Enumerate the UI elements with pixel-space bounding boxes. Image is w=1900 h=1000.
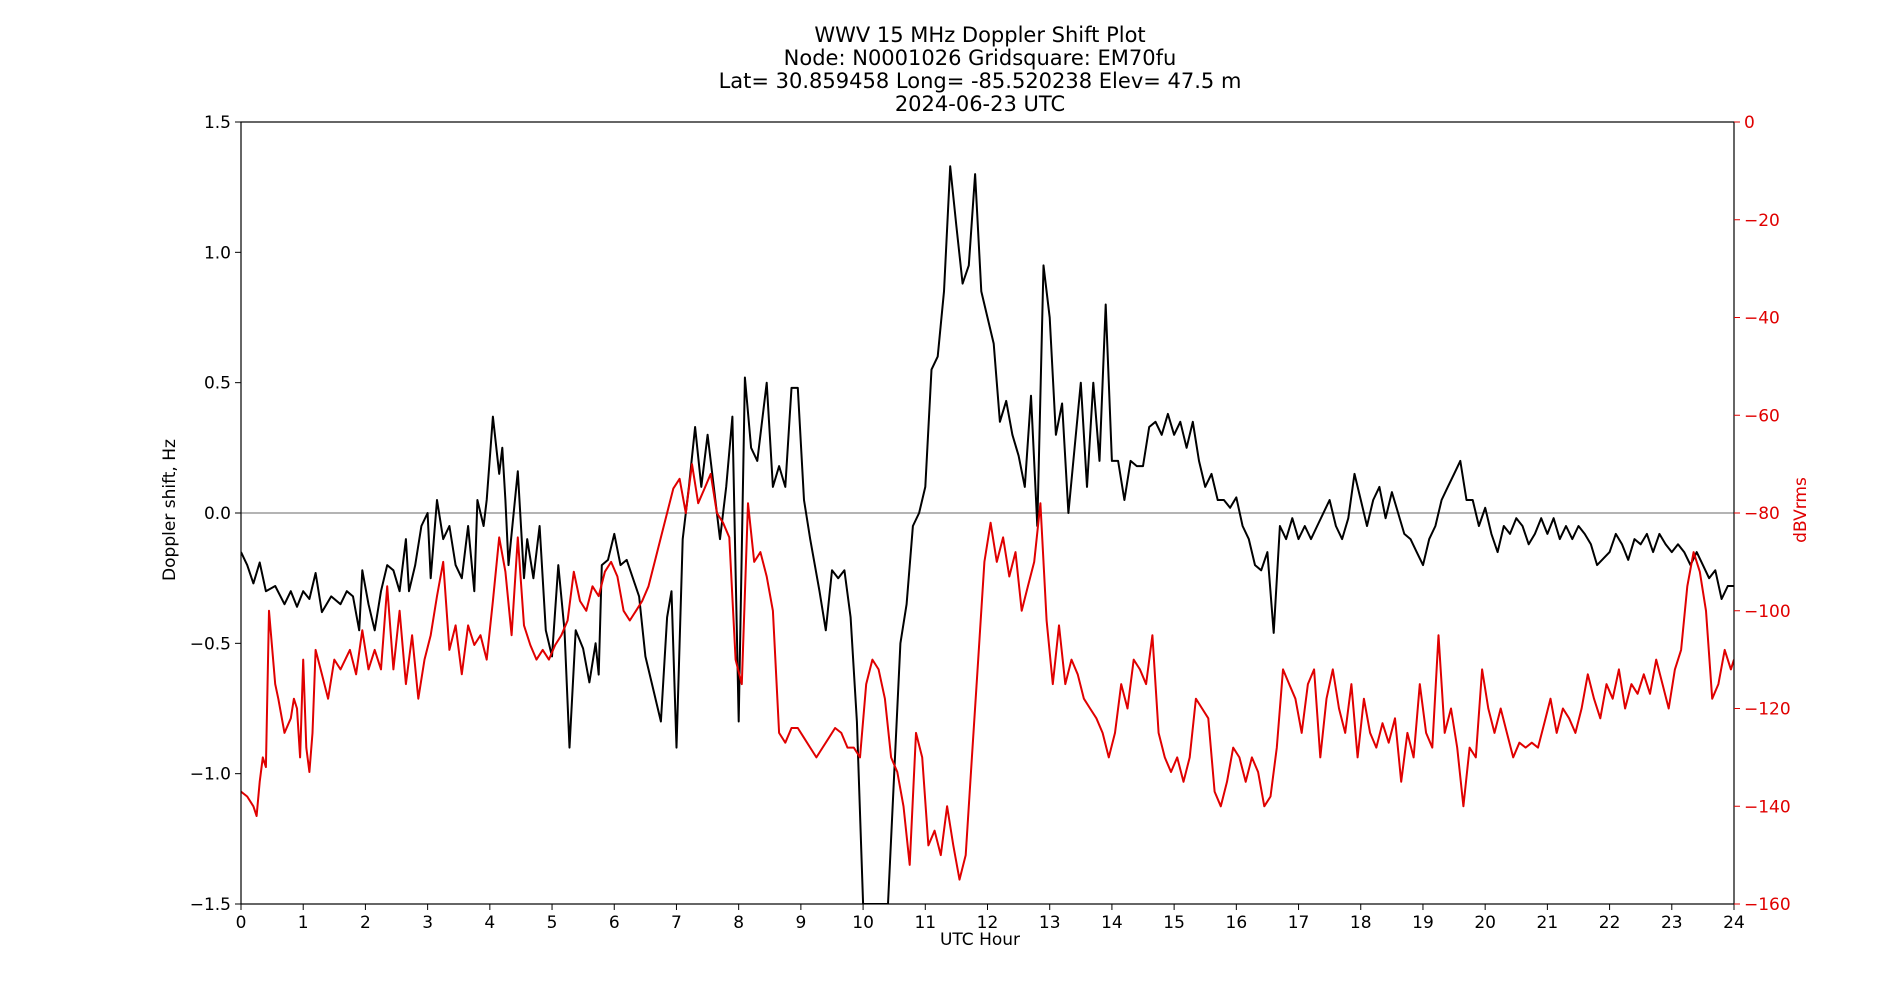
right-tick-label: −100 [1744,602,1791,622]
x-tick-label: 0 [236,913,247,933]
title-line-4: 2024-06-23 UTC [895,92,1065,116]
left-tick-label: −1.5 [190,895,231,915]
left-tick-label: −1.0 [190,765,231,785]
title-line-3: Lat= 30.859458 Long= -85.520238 Elev= 47… [719,69,1242,93]
x-tick-label: 13 [1039,913,1061,933]
x-tick-label: 19 [1412,913,1434,933]
left-tick-label: −0.5 [190,634,231,654]
x-tick-label: 23 [1661,913,1683,933]
x-tick-label: 21 [1537,913,1559,933]
x-tick-label: 9 [795,913,806,933]
x-tick-label: 10 [852,913,874,933]
left-tick-label: 0.5 [204,374,231,394]
x-tick-label: 3 [422,913,433,933]
x-tick-label: 4 [484,913,495,933]
right-tick-label: −80 [1744,504,1780,524]
x-tick-label: 12 [977,913,999,933]
left-tick-label: 0.0 [204,504,231,524]
left-axis-ticks: −1.5 −1.0 −0.5 0.0 0.5 1.0 1.5 [190,113,241,915]
chart-title: WWV 15 MHz Doppler Shift Plot Node: N000… [719,23,1242,116]
x-tick-label: 6 [609,913,620,933]
right-tick-label: −40 [1744,309,1780,329]
left-axis-label: Doppler shift, Hz [160,439,180,581]
x-tick-label: 20 [1474,913,1496,933]
x-tick-label: 7 [671,913,682,933]
x-tick-label: 11 [914,913,936,933]
right-tick-label: −60 [1744,406,1780,426]
x-tick-label: 8 [733,913,744,933]
series-layer [241,165,1734,904]
right-tick-label: 0 [1744,113,1755,133]
right-tick-label: −120 [1744,700,1791,720]
series-line-doppler [241,165,1734,904]
x-tick-label: 24 [1723,913,1745,933]
right-axis-ticks: 0 −20 −40 −60 −80 −100 −120 −140 −160 [1734,113,1791,915]
right-tick-label: −20 [1744,211,1780,231]
x-axis-ticks: 0 1 2 3 4 5 6 7 8 9 10 11 12 13 14 15 16 17 18 19 20 21 22 23 24 [236,904,1745,933]
x-tick-label: 22 [1599,913,1621,933]
x-tick-label: 17 [1288,913,1310,933]
x-tick-label: 16 [1226,913,1248,933]
x-tick-label: 2 [360,913,371,933]
left-tick-label: 1.0 [204,243,231,263]
right-tick-label: −140 [1744,797,1791,817]
x-axis-label: UTC Hour [940,930,1020,950]
right-tick-label: −160 [1744,895,1791,915]
x-tick-label: 14 [1101,913,1123,933]
title-line-1: WWV 15 MHz Doppler Shift Plot [814,23,1145,47]
x-tick-label: 1 [298,913,309,933]
x-tick-label: 15 [1163,913,1185,933]
title-line-2: Node: N0001026 Gridsquare: EM70fu [784,46,1177,70]
x-tick-label: 5 [547,913,558,933]
left-tick-label: 1.5 [204,113,231,133]
x-tick-label: 18 [1350,913,1372,933]
series-line-dbvrms [241,463,1734,881]
right-axis-label: dBVrms [1791,477,1811,543]
